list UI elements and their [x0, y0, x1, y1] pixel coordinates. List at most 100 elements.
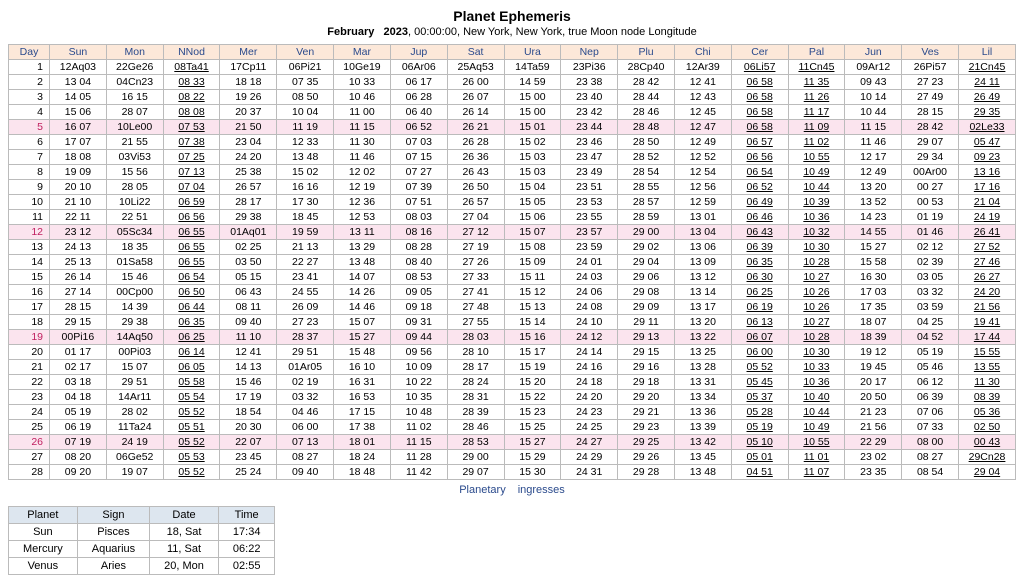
data-cell: 15 30 — [504, 465, 561, 480]
data-cell: 01Aq01 — [220, 225, 277, 240]
day-cell: 20 — [9, 345, 50, 360]
data-cell: 15 27 — [334, 330, 391, 345]
ingress-cell: 11, Sat — [150, 541, 219, 558]
data-cell: 09 23 — [959, 150, 1016, 165]
data-cell: 29 38 — [220, 210, 277, 225]
data-cell: 06 52 — [731, 180, 788, 195]
data-cell: 28 42 — [618, 75, 675, 90]
data-cell: 06 00 — [731, 345, 788, 360]
table-row: 1021 1010Li2206 5928 1717 3012 3607 5126… — [9, 195, 1016, 210]
ingress-cell: 18, Sat — [150, 524, 219, 541]
data-cell: 10 33 — [334, 75, 391, 90]
planetary-ingresses-link[interactable]: Planetaryingresses — [8, 484, 1016, 496]
data-cell: 03 50 — [220, 255, 277, 270]
day-cell: 17 — [9, 300, 50, 315]
table-row: 1122 1122 5106 5629 3818 4512 5308 0327 … — [9, 210, 1016, 225]
data-cell: 17 16 — [959, 180, 1016, 195]
data-cell: 10 36 — [788, 375, 845, 390]
data-cell: 06 58 — [731, 105, 788, 120]
data-cell: 18 01 — [334, 435, 391, 450]
data-cell: 03 32 — [902, 285, 959, 300]
ing-col-sign: Sign — [77, 507, 149, 524]
data-cell: 15 00 — [504, 105, 561, 120]
data-cell: 18 48 — [334, 465, 391, 480]
data-cell: 26 57 — [447, 195, 504, 210]
data-cell: 11 02 — [788, 135, 845, 150]
data-cell: 23 47 — [561, 150, 618, 165]
data-cell: 03 05 — [902, 270, 959, 285]
data-cell: 18 54 — [220, 405, 277, 420]
data-cell: 13 31 — [674, 375, 731, 390]
data-cell: 15 03 — [504, 165, 561, 180]
ingress-cell: Pisces — [77, 524, 149, 541]
data-cell: 14 23 — [845, 210, 902, 225]
data-cell: 24 03 — [561, 270, 618, 285]
data-cell: 13 34 — [674, 390, 731, 405]
data-cell: 22 29 — [845, 435, 902, 450]
data-cell: 17Cp11 — [220, 60, 277, 75]
data-cell: 06 19 — [731, 300, 788, 315]
data-cell: 17 38 — [334, 420, 391, 435]
data-cell: 25Aq53 — [447, 60, 504, 75]
data-cell: 08 00 — [902, 435, 959, 450]
data-cell: 06 07 — [731, 330, 788, 345]
data-cell: 12Ar39 — [674, 60, 731, 75]
day-cell: 19 — [9, 330, 50, 345]
table-row: 1324 1318 3506 5502 2521 1313 2908 2827 … — [9, 240, 1016, 255]
data-cell: 12 02 — [334, 165, 391, 180]
data-cell: 28 55 — [618, 180, 675, 195]
ingress-row: VenusAries20, Mon02:55 — [9, 558, 275, 575]
data-cell: 18 08 — [50, 150, 107, 165]
table-row: 1900Pi1614Aq5006 2511 1028 3715 2709 442… — [9, 330, 1016, 345]
data-cell: 28 50 — [618, 135, 675, 150]
data-cell: 11 09 — [788, 120, 845, 135]
data-cell: 02 17 — [50, 360, 107, 375]
data-cell: 05 52 — [163, 405, 220, 420]
data-cell: 26 43 — [447, 165, 504, 180]
data-cell: 08 40 — [390, 255, 447, 270]
data-cell: 12 52 — [674, 150, 731, 165]
data-cell: 06 57 — [731, 135, 788, 150]
data-cell: 10 14 — [845, 90, 902, 105]
data-cell: 13 04 — [674, 225, 731, 240]
data-cell: 26 09 — [277, 300, 334, 315]
col-pal: Pal — [788, 45, 845, 60]
data-cell: 15 27 — [504, 435, 561, 450]
col-jup: Jup — [390, 45, 447, 60]
data-cell: 05 47 — [959, 135, 1016, 150]
table-row: 1425 1301Sa5806 5503 5022 2713 4808 4027… — [9, 255, 1016, 270]
data-cell: 24 14 — [561, 345, 618, 360]
data-cell: 20 17 — [845, 375, 902, 390]
day-cell: 24 — [9, 405, 50, 420]
data-cell: 06 28 — [390, 90, 447, 105]
data-cell: 11 46 — [845, 135, 902, 150]
data-cell: 06 35 — [731, 255, 788, 270]
data-cell: 06 25 — [731, 285, 788, 300]
data-cell: 23 46 — [561, 135, 618, 150]
table-row: 2203 1829 5105 5815 4602 1916 3110 2228 … — [9, 375, 1016, 390]
data-cell: 15 07 — [106, 360, 163, 375]
data-cell: 14 05 — [50, 90, 107, 105]
data-cell: 04 46 — [277, 405, 334, 420]
data-cell: 05 52 — [163, 435, 220, 450]
data-cell: 06 54 — [731, 165, 788, 180]
data-cell: 05 19 — [50, 405, 107, 420]
table-row: 2102 1715 0706 0514 1301Ar0516 1010 0928… — [9, 360, 1016, 375]
ing-col-date: Date — [150, 507, 219, 524]
link-part-a: Planetary — [459, 484, 505, 496]
ingress-cell: 17:34 — [218, 524, 275, 541]
data-cell: 19 07 — [106, 465, 163, 480]
data-cell: 15 46 — [106, 270, 163, 285]
data-cell: 28 15 — [902, 105, 959, 120]
data-cell: 13 20 — [674, 315, 731, 330]
data-cell: 29 07 — [902, 135, 959, 150]
data-cell: 18 18 — [220, 75, 277, 90]
data-cell: 07 35 — [277, 75, 334, 90]
data-cell: 10 36 — [788, 210, 845, 225]
data-cell: 05 51 — [163, 420, 220, 435]
data-cell: 13 14 — [674, 285, 731, 300]
data-cell: 13 52 — [845, 195, 902, 210]
day-cell: 27 — [9, 450, 50, 465]
data-cell: 15 03 — [504, 150, 561, 165]
data-cell: 17 30 — [277, 195, 334, 210]
